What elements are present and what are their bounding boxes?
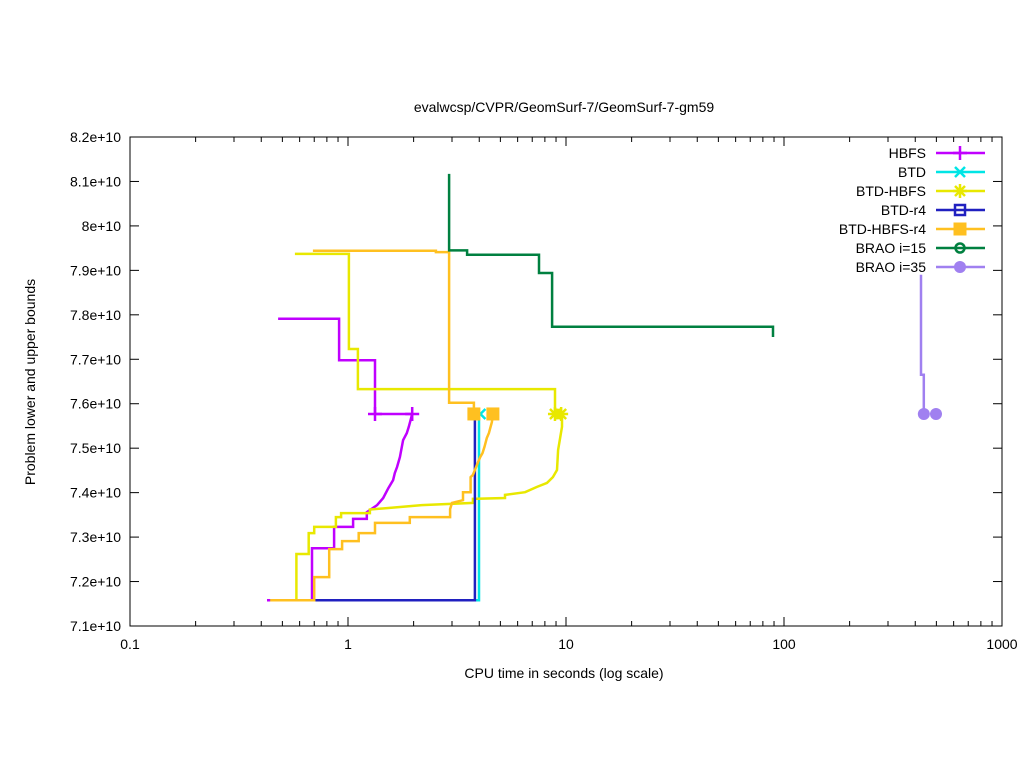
plot-border bbox=[129, 136, 1003, 627]
upper-bound-line bbox=[312, 249, 476, 414]
legend-label: BTD-r4 bbox=[881, 202, 926, 218]
y-tick-label: 7.8e+10 bbox=[70, 307, 121, 323]
legend-marker bbox=[953, 203, 967, 217]
x-tick-label: 0.1 bbox=[120, 636, 140, 652]
series-btd-r4 bbox=[314, 414, 477, 602]
upper-bound-line bbox=[919, 274, 926, 414]
series-btd-hbfs bbox=[270, 252, 569, 602]
data-point-marker bbox=[405, 406, 420, 421]
y-tick-label: 7.6e+10 bbox=[70, 396, 121, 412]
x-tick-label: 10 bbox=[558, 636, 574, 652]
lower-bound-line bbox=[267, 413, 414, 602]
chart-title: evalwcsp/CVPR/GeomSurf-7/GeomSurf-7-gm59 bbox=[414, 99, 715, 115]
legend-marker bbox=[954, 166, 966, 178]
legend-marker bbox=[954, 261, 966, 273]
data-point-marker bbox=[368, 406, 382, 421]
x-tick-label: 1 bbox=[344, 636, 352, 652]
series-brao-i-35 bbox=[917, 274, 942, 420]
legend-marker bbox=[954, 242, 966, 254]
legend-marker bbox=[953, 146, 967, 160]
y-tick-label: 7.5e+10 bbox=[70, 440, 121, 456]
y-axis-label: Problem lower and upper bounds bbox=[22, 279, 38, 485]
y-tick-label: 8.2e+10 bbox=[70, 129, 121, 145]
series-brao-i-15 bbox=[447, 173, 775, 337]
y-tick-label: 7.9e+10 bbox=[70, 262, 121, 278]
legend-label: BRAO i=35 bbox=[856, 259, 927, 275]
x-tick-label: 1000 bbox=[986, 636, 1017, 652]
y-tick-label: 7.3e+10 bbox=[70, 529, 121, 545]
data-point-marker bbox=[467, 407, 481, 421]
upper-bound-line bbox=[447, 173, 775, 337]
data-point-marker bbox=[554, 406, 569, 421]
lower-bound-line bbox=[314, 414, 477, 602]
y-tick-label: 7.4e+10 bbox=[70, 485, 121, 501]
y-tick-label: 8e+10 bbox=[82, 218, 122, 234]
legend-label: BTD-HBFS-r4 bbox=[839, 221, 926, 237]
y-tick-label: 7.7e+10 bbox=[70, 351, 121, 367]
lower-bound-line bbox=[270, 413, 495, 602]
axes: 0.1 1 10 100 1000 7.1e+10 7.2e+10 7.3e+10 7.4e+1… bbox=[70, 129, 1018, 652]
legend-label: HBFS bbox=[889, 145, 926, 161]
lower-bound-line bbox=[270, 414, 564, 602]
legend-label: BTD-HBFS bbox=[856, 183, 926, 199]
legend-marker bbox=[953, 184, 967, 198]
x-axis-label: CPU time in seconds (log scale) bbox=[464, 665, 663, 681]
data-point-marker bbox=[917, 407, 930, 420]
legend-marker bbox=[953, 222, 967, 236]
legend-label: BRAO i=15 bbox=[856, 240, 927, 256]
series-btd-hbfs-r4 bbox=[270, 249, 500, 602]
data-point-marker bbox=[486, 407, 500, 421]
upper-bound-line bbox=[294, 252, 557, 414]
y-tick-label: 7.1e+10 bbox=[70, 618, 121, 634]
x-tick-label: 100 bbox=[772, 636, 796, 652]
legend: HBFS BTD BTD-HBFS BTD-r4 BTD-HBFS-r4 BRAO i=1… bbox=[839, 145, 985, 275]
plot-area bbox=[267, 173, 942, 602]
data-point-marker bbox=[929, 407, 942, 420]
y-tick-label: 7.2e+10 bbox=[70, 574, 121, 590]
legend-label: BTD bbox=[898, 164, 926, 180]
y-tick-label: 8.1e+10 bbox=[70, 173, 121, 189]
